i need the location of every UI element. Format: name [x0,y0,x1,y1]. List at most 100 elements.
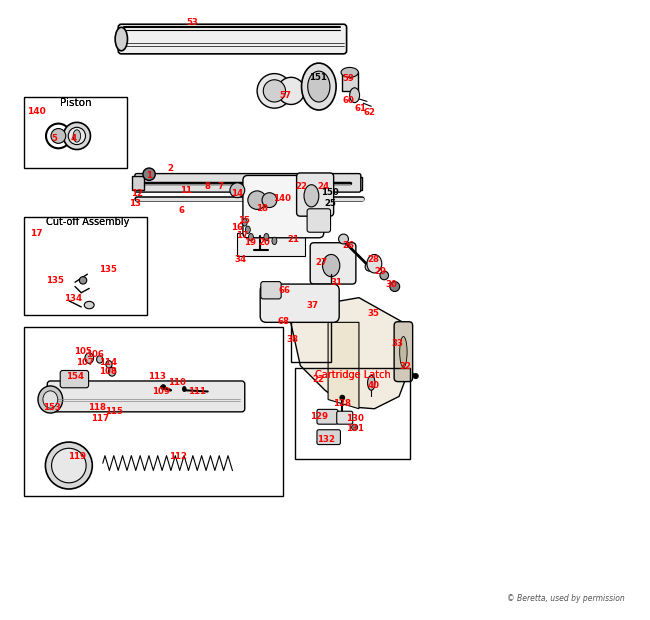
Text: 8: 8 [205,182,211,191]
Ellipse shape [350,88,359,103]
Text: 33: 33 [392,339,404,348]
Text: 22: 22 [313,374,325,384]
Text: 15: 15 [238,216,250,225]
Text: 4: 4 [70,134,76,143]
Text: 57: 57 [279,91,291,100]
Text: 111: 111 [188,387,205,396]
Text: 20: 20 [259,237,270,247]
Text: 1: 1 [146,171,152,180]
Text: 31: 31 [330,278,342,286]
Text: 119: 119 [68,453,86,461]
Ellipse shape [264,234,269,241]
Text: 117: 117 [90,414,109,422]
Ellipse shape [339,234,348,244]
Text: 114: 114 [99,358,117,367]
Text: 22: 22 [296,182,307,191]
Text: 30: 30 [385,280,397,288]
Polygon shape [288,298,411,409]
Ellipse shape [400,337,407,368]
Text: 53: 53 [187,19,198,27]
Ellipse shape [68,127,86,144]
FancyBboxPatch shape [296,173,333,216]
Text: 135: 135 [99,265,117,275]
Text: Cut-off Assembly: Cut-off Assembly [46,218,129,228]
Ellipse shape [307,71,330,102]
Text: 131: 131 [346,424,363,433]
Ellipse shape [143,168,155,180]
Text: 32: 32 [399,362,411,371]
Text: 150: 150 [321,188,339,197]
Polygon shape [237,233,306,255]
Ellipse shape [85,353,94,363]
FancyBboxPatch shape [243,175,324,238]
Ellipse shape [368,376,375,390]
Text: 110: 110 [168,378,186,388]
Text: Piston: Piston [60,97,92,108]
Ellipse shape [341,68,358,78]
Ellipse shape [38,386,62,413]
Ellipse shape [365,262,374,271]
Polygon shape [136,177,362,190]
Ellipse shape [367,254,382,273]
Text: 60: 60 [343,95,354,105]
Text: 26: 26 [343,241,354,250]
Text: 108: 108 [99,367,117,376]
Text: 132: 132 [317,435,335,444]
Text: 7: 7 [217,182,223,191]
Text: 2: 2 [168,164,174,172]
Text: Cartridge Latch: Cartridge Latch [315,370,391,381]
Ellipse shape [183,386,186,391]
Ellipse shape [248,191,266,210]
Bar [24,327,283,497]
Bar [133,176,144,190]
Ellipse shape [322,254,340,277]
FancyBboxPatch shape [118,24,346,54]
Ellipse shape [97,356,103,363]
Ellipse shape [278,78,305,104]
Text: 151: 151 [309,73,326,82]
Text: 14: 14 [231,190,243,198]
Text: 62: 62 [363,108,376,117]
Text: 66: 66 [279,286,291,294]
Ellipse shape [262,193,277,208]
Text: 34: 34 [235,255,246,264]
Text: 154: 154 [66,372,84,381]
Text: 6: 6 [179,205,185,215]
Text: 13: 13 [129,200,141,208]
Ellipse shape [352,424,358,430]
FancyBboxPatch shape [307,209,331,232]
Ellipse shape [46,442,92,489]
Text: 105: 105 [74,347,92,356]
Text: 130: 130 [346,414,363,422]
Ellipse shape [51,448,86,483]
Ellipse shape [43,391,58,408]
Text: 29: 29 [374,267,387,277]
Text: 24: 24 [318,182,330,191]
Text: 40: 40 [367,381,379,390]
Text: 17: 17 [30,229,42,238]
Text: 38: 38 [287,335,299,344]
FancyBboxPatch shape [394,322,413,381]
Text: 61: 61 [355,104,367,113]
Text: 153: 153 [44,403,61,412]
Ellipse shape [79,277,86,284]
Text: 134: 134 [64,294,83,303]
FancyBboxPatch shape [260,284,339,322]
FancyBboxPatch shape [261,281,281,299]
Text: 106: 106 [86,350,105,359]
Text: 118: 118 [88,403,106,412]
Text: 18: 18 [256,203,268,213]
Text: 12: 12 [131,190,143,198]
Ellipse shape [304,185,319,207]
Ellipse shape [106,361,112,368]
Text: 19: 19 [244,237,255,247]
Ellipse shape [109,367,116,376]
Ellipse shape [272,237,277,244]
FancyBboxPatch shape [337,411,353,424]
Text: 59: 59 [343,74,354,83]
Text: Piston: Piston [60,97,92,108]
Bar [295,368,410,459]
Polygon shape [328,322,359,409]
Text: 27: 27 [316,258,328,267]
Bar [24,97,127,168]
